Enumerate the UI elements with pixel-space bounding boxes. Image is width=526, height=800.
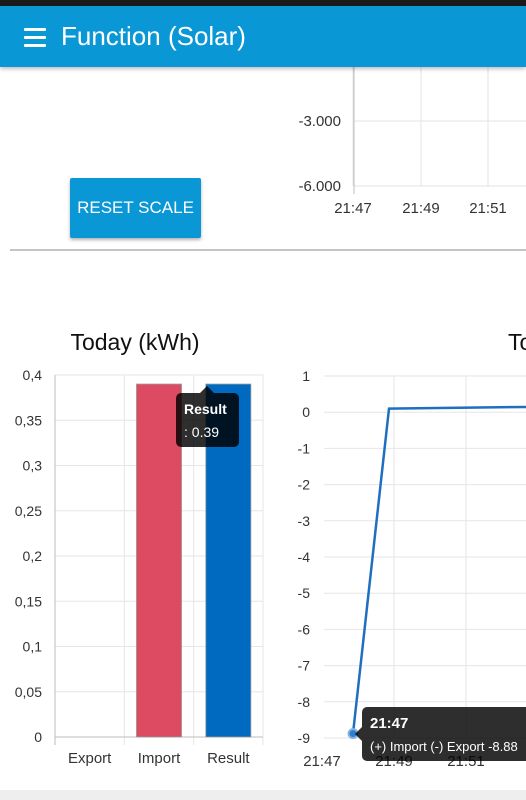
page-title: Function (Solar) bbox=[61, 21, 246, 51]
y-tick-label: -7 bbox=[298, 658, 311, 674]
x-tick-label: 21:49 bbox=[402, 200, 440, 217]
x-tick-label: 21:47 bbox=[303, 753, 341, 770]
tooltip-title: Result bbox=[184, 401, 227, 417]
y-tick-label: -5 bbox=[298, 585, 311, 601]
reset-scale-button[interactable]: RESET SCALE bbox=[70, 178, 201, 238]
y-tick-label: 0,4 bbox=[23, 367, 43, 383]
y-tick-label: 0,2 bbox=[23, 548, 43, 564]
hamburger-menu-icon[interactable] bbox=[22, 26, 48, 48]
y-tick-label: 0,35 bbox=[15, 412, 42, 428]
y-tick-label: 0,3 bbox=[23, 458, 43, 474]
section-divider bbox=[10, 249, 526, 251]
x-tick-label: 21:51 bbox=[469, 200, 507, 217]
y-tick-label: 0,05 bbox=[15, 684, 42, 700]
y-tick-label: -6.000 bbox=[298, 178, 341, 195]
tooltip-title: 21:47 bbox=[370, 715, 409, 732]
y-tick-label: 0 bbox=[302, 404, 310, 420]
line-tooltip: 21:47 (+) Import (-) Export -8.88 bbox=[355, 707, 526, 761]
y-tick-label: -9 bbox=[298, 730, 311, 746]
x-tick-label: Import bbox=[138, 750, 181, 767]
y-tick-label: -3 bbox=[298, 513, 311, 529]
status-bar bbox=[0, 0, 526, 6]
tooltip-body: : 0.39 bbox=[184, 424, 220, 440]
y-tick-label: -3.000 bbox=[298, 113, 341, 130]
app-bar: Function (Solar) bbox=[0, 6, 526, 67]
y-tick-label: 0,25 bbox=[15, 503, 42, 519]
stray-mark: " bbox=[131, 67, 136, 76]
x-tick-label: Export bbox=[68, 750, 112, 767]
y-tick-label: -6 bbox=[298, 621, 311, 637]
chart-title: Today (kWh) bbox=[70, 329, 199, 355]
y-tick-label: -8 bbox=[298, 694, 311, 710]
y-tick-label: -4 bbox=[298, 549, 311, 565]
history-chart: -3.000 -6.000 21:47 21:49 21:51 bbox=[298, 67, 526, 217]
y-tick-label: 1 bbox=[302, 368, 310, 384]
bar-import bbox=[136, 383, 182, 738]
x-tick-label: Result bbox=[207, 750, 250, 767]
y-tick-label: -1 bbox=[298, 440, 311, 456]
y-tick-label: 0,15 bbox=[15, 593, 42, 609]
today-kwh-chart: Today (kWh) 0,4 0,35 0,3 0,25 0,2 0,15 0,1 0,05… bbox=[15, 329, 264, 767]
tooltip-body: (+) Import (-) Export -8.88 bbox=[370, 739, 518, 754]
bar-tooltip: Result : 0.39 bbox=[176, 386, 239, 447]
bottom-bar bbox=[0, 790, 526, 800]
series-line bbox=[351, 405, 526, 734]
x-tick-label: 21:47 bbox=[334, 200, 372, 217]
y-tick-label: -2 bbox=[298, 477, 311, 493]
y-tick-label: 0 bbox=[34, 729, 42, 745]
chart-title: To bbox=[508, 329, 526, 355]
y-tick-label: 0,1 bbox=[23, 639, 43, 655]
